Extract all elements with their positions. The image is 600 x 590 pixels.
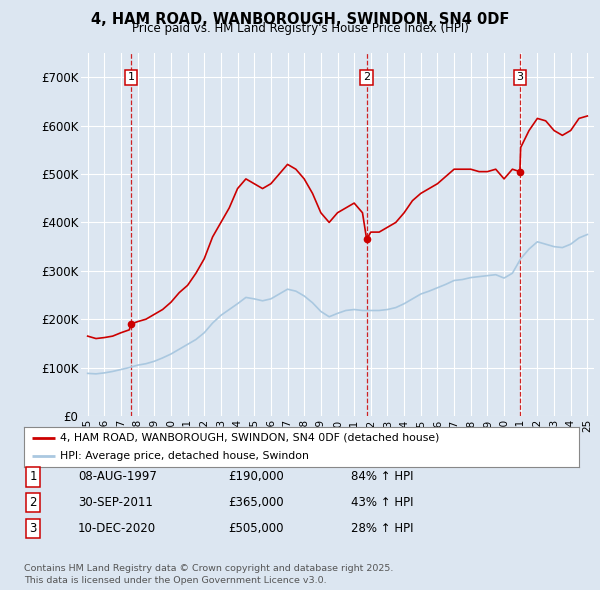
- Text: 84% ↑ HPI: 84% ↑ HPI: [351, 470, 413, 483]
- Text: 3: 3: [517, 73, 523, 82]
- Text: 28% ↑ HPI: 28% ↑ HPI: [351, 522, 413, 535]
- Text: 4, HAM ROAD, WANBOROUGH, SWINDON, SN4 0DF (detached house): 4, HAM ROAD, WANBOROUGH, SWINDON, SN4 0D…: [60, 433, 439, 443]
- Text: HPI: Average price, detached house, Swindon: HPI: Average price, detached house, Swin…: [60, 451, 309, 461]
- Text: 1: 1: [29, 470, 37, 483]
- Text: 2: 2: [29, 496, 37, 509]
- Text: 10-DEC-2020: 10-DEC-2020: [78, 522, 156, 535]
- Text: 1: 1: [127, 73, 134, 82]
- Text: Price paid vs. HM Land Registry's House Price Index (HPI): Price paid vs. HM Land Registry's House …: [131, 22, 469, 35]
- Text: 30-SEP-2011: 30-SEP-2011: [78, 496, 153, 509]
- Text: Contains HM Land Registry data © Crown copyright and database right 2025.
This d: Contains HM Land Registry data © Crown c…: [24, 565, 394, 585]
- Text: 43% ↑ HPI: 43% ↑ HPI: [351, 496, 413, 509]
- Text: £190,000: £190,000: [228, 470, 284, 483]
- Text: £505,000: £505,000: [228, 522, 284, 535]
- Text: 3: 3: [29, 522, 37, 535]
- Text: 08-AUG-1997: 08-AUG-1997: [78, 470, 157, 483]
- Text: 2: 2: [363, 73, 370, 82]
- Text: 4, HAM ROAD, WANBOROUGH, SWINDON, SN4 0DF: 4, HAM ROAD, WANBOROUGH, SWINDON, SN4 0D…: [91, 12, 509, 27]
- Text: £365,000: £365,000: [228, 496, 284, 509]
